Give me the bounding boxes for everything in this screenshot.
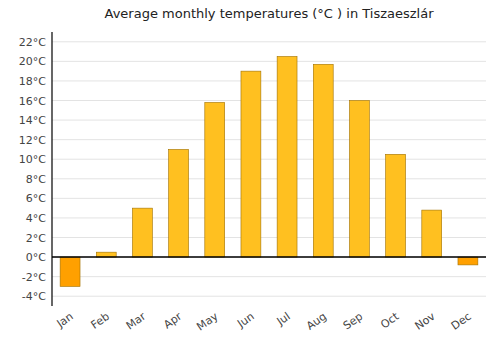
bar <box>169 149 189 257</box>
y-tick-label: 14°C <box>19 114 46 127</box>
bar <box>241 71 261 257</box>
grid-line <box>52 100 486 101</box>
chart-container: Average monthly temperatures (°C ) in Ti… <box>0 0 500 350</box>
chart: Average monthly temperatures (°C ) in Ti… <box>0 0 500 350</box>
x-tick-label: Feb <box>89 310 112 332</box>
bar <box>132 208 152 257</box>
grid-line <box>52 276 486 277</box>
y-tick-label: 0°C <box>26 251 46 264</box>
x-tick-label: May <box>194 310 220 334</box>
grid-line <box>52 41 486 42</box>
grid-line <box>52 120 486 121</box>
grid-line <box>52 198 486 199</box>
y-tick-label: 10°C <box>19 153 46 166</box>
y-tick-label: 16°C <box>19 95 46 108</box>
y-tick-label: 18°C <box>19 75 46 88</box>
title: Average monthly temperatures (°C ) in Ti… <box>105 6 435 21</box>
x-tick-label: Apr <box>161 310 184 332</box>
y-tick-label: -4°C <box>22 290 46 303</box>
grid-line <box>52 178 486 179</box>
x-tick-label: Jun <box>234 310 256 331</box>
grid-line <box>52 80 486 81</box>
x-tick-label: Sep <box>341 310 365 333</box>
grid-line <box>52 61 486 62</box>
grid-line <box>52 296 486 297</box>
grid-line <box>52 139 486 140</box>
y-tick-label: 4°C <box>26 212 46 225</box>
grid-line <box>52 237 486 238</box>
bar <box>277 56 297 257</box>
x-tick-label: Jul <box>274 310 293 329</box>
y-tick-label: 6°C <box>26 192 46 205</box>
bar <box>60 257 80 286</box>
x-tick-label: Mar <box>124 310 149 333</box>
y-tick-label: 2°C <box>26 232 46 245</box>
grid-line <box>52 217 486 218</box>
bar <box>205 102 225 257</box>
grid <box>52 42 486 296</box>
y-tick-label: -2°C <box>22 271 46 284</box>
bar <box>386 154 406 257</box>
x-tick-label: Jan <box>54 310 76 331</box>
bar <box>458 257 478 265</box>
y-axis-line <box>51 32 52 306</box>
zero-line <box>52 256 486 258</box>
x-tick-label: Oct <box>378 309 402 331</box>
y-tick-label: 8°C <box>26 173 46 186</box>
y-tick-label: 20°C <box>19 55 46 68</box>
bars <box>60 56 478 286</box>
grid-line <box>52 257 486 258</box>
x-tick-label: Nov <box>412 310 437 333</box>
y-tick-label: 22°C <box>19 36 46 49</box>
x-tick-label: Aug <box>304 310 329 333</box>
bar <box>422 210 442 257</box>
x-axis-labels: Jan Feb Mar Apr May Jun Jul Aug Sep Oct Nov Dec <box>54 309 474 333</box>
bar <box>349 101 369 258</box>
y-axis-labels: -4°C -2°C 0°C 2°C 4°C 6°C 8°C 10°C 12°C 14°C 16°C 1… <box>19 36 46 303</box>
y-tick-label: 12°C <box>19 134 46 147</box>
bar <box>313 64 333 257</box>
grid-line <box>52 159 486 160</box>
x-tick-label: Dec <box>449 310 474 333</box>
